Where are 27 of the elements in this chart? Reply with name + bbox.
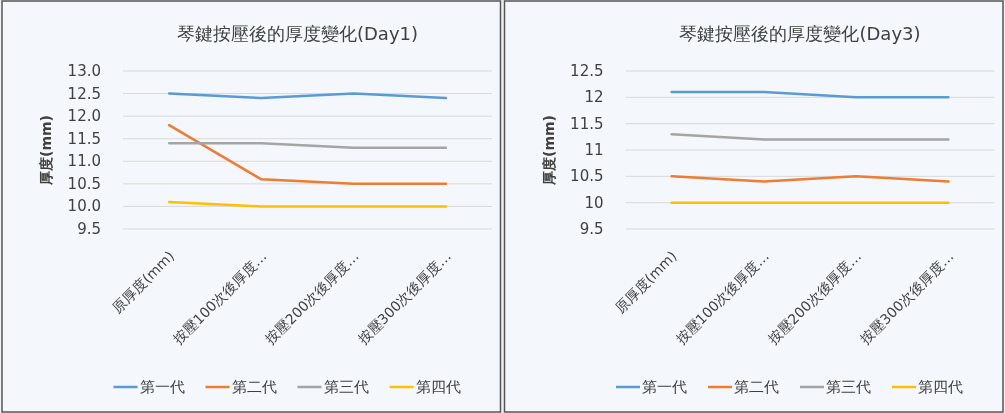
y-tick-label: 10.0 — [67, 197, 101, 216]
y-axis-title: 厚度(mm) — [38, 115, 54, 186]
y-tick-label: 13.0 — [67, 62, 101, 80]
y-axis-title: 厚度(mm) — [540, 115, 557, 186]
y-tick-label: 9.5 — [579, 220, 604, 238]
legend-label: 第二代 — [734, 378, 779, 396]
y-tick-label: 12.5 — [570, 62, 604, 80]
legend-label: 第一代 — [139, 378, 185, 396]
y-tick-label: 12.0 — [67, 107, 101, 126]
legend-label: 第一代 — [642, 378, 687, 396]
legend-label: 第二代 — [231, 378, 277, 396]
y-tick-label: 11.5 — [67, 129, 101, 148]
y-tick-label: 11.5 — [570, 114, 604, 133]
y-tick-label: 12 — [584, 88, 604, 107]
legend-label: 第三代 — [826, 378, 871, 396]
y-tick-label: 11 — [584, 141, 604, 159]
y-tick-label: 10.5 — [67, 174, 101, 193]
y-tick-label: 10 — [584, 193, 604, 212]
chart-title: 琴鍵按壓後的厚度變化(Day1) — [176, 23, 419, 44]
y-tick-label: 10.5 — [570, 167, 604, 186]
chart-title: 琴鍵按壓後的厚度變化(Day3) — [679, 23, 921, 44]
legend-label: 第四代 — [918, 378, 963, 396]
legend-label: 第四代 — [415, 378, 461, 396]
y-tick-label: 11.0 — [67, 152, 101, 171]
y-tick-label: 9.5 — [77, 220, 101, 238]
y-tick-label: 12.5 — [67, 84, 101, 103]
legend-label: 第三代 — [323, 378, 369, 396]
